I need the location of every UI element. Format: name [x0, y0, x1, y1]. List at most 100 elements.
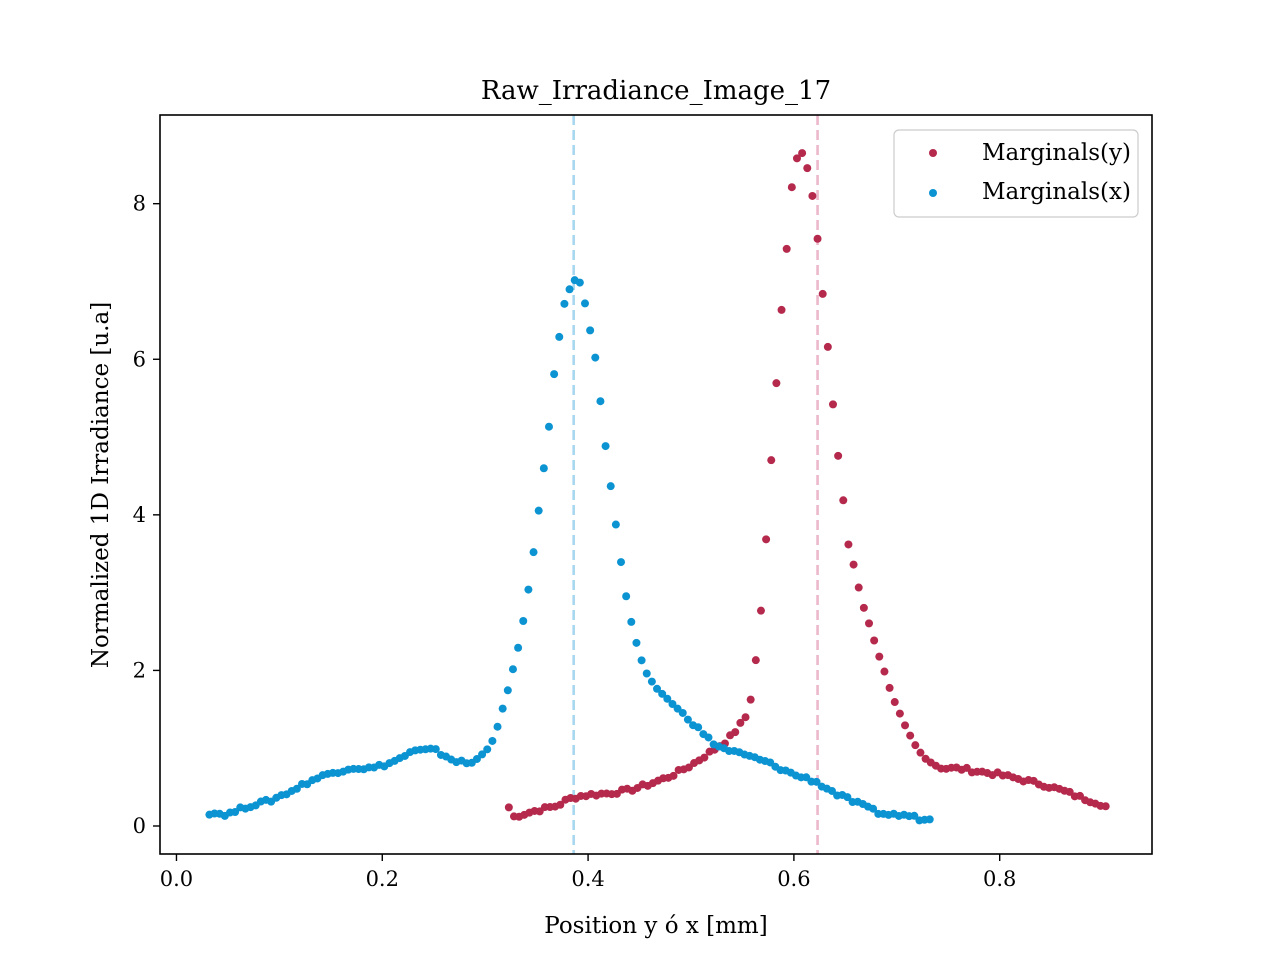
point-marginals-y: [839, 496, 848, 505]
point-marginals-x: [827, 786, 836, 795]
point-marginals-x: [591, 353, 600, 362]
x-tick-label: 0.2: [366, 867, 399, 891]
x-tick-label: 0.0: [160, 867, 193, 891]
point-marginals-x: [683, 715, 692, 724]
point-marginals-y: [792, 154, 801, 163]
point-marginals-x: [910, 811, 919, 820]
point-marginals-y: [787, 183, 796, 192]
point-marginals-x: [658, 689, 667, 698]
point-marginals-y: [746, 695, 755, 704]
point-marginals-y: [782, 244, 791, 253]
point-marginals-x: [632, 638, 641, 647]
point-marginals-x: [524, 585, 533, 594]
point-marginals-x: [653, 684, 662, 693]
point-marginals-x: [663, 694, 672, 703]
point-marginals-x: [555, 332, 564, 341]
point-marginals-y: [741, 713, 750, 722]
x-axis-ticks: 0.0 0.2 0.4 0.6 0.8: [160, 854, 1016, 891]
point-marginals-y: [756, 606, 765, 615]
point-marginals-y: [798, 149, 807, 158]
point-marginals-x: [678, 708, 687, 717]
point-marginals-y: [844, 540, 853, 549]
x-tick-label: 0.8: [983, 867, 1016, 891]
point-marginals-x: [611, 520, 620, 529]
legend-marker-marginals-x: [929, 189, 937, 197]
point-marginals-y: [865, 619, 874, 628]
point-marginals-y: [875, 652, 884, 661]
point-marginals-x: [668, 699, 677, 708]
y-tick-label: 4: [133, 503, 146, 527]
point-marginals-y: [751, 656, 760, 665]
point-marginals-x: [606, 482, 615, 491]
y-tick-label: 2: [133, 658, 146, 682]
point-marginals-x: [539, 464, 548, 473]
point-marginals-x: [642, 669, 651, 678]
y-axis-label: Normalized 1D Irradiance [u.a]: [88, 302, 114, 668]
point-marginals-y: [818, 289, 827, 298]
point-marginals-x: [596, 397, 605, 406]
chart-title: Raw_Irradiance_Image_17: [481, 76, 831, 106]
point-marginals-y: [823, 342, 832, 351]
point-marginals-x: [514, 643, 523, 652]
point-marginals-x: [812, 777, 821, 786]
point-marginals-x: [483, 745, 492, 754]
point-marginals-x: [565, 285, 574, 294]
y-axis-ticks: 0 2 4 6 8: [133, 192, 160, 838]
point-marginals-y: [1101, 802, 1110, 811]
point-marginals-y: [901, 721, 910, 730]
point-marginals-x: [694, 723, 703, 732]
point-marginals-y: [885, 683, 894, 692]
point-marginals-y: [767, 456, 776, 465]
point-marginals-y: [504, 803, 513, 812]
point-marginals-x: [925, 815, 934, 824]
legend-marker-marginals-y: [929, 149, 937, 157]
point-marginals-x: [622, 592, 631, 601]
point-marginals-y: [556, 800, 565, 809]
legend-label-marginals-y: Marginals(y): [982, 140, 1131, 166]
point-marginals-y: [813, 234, 822, 243]
point-marginals-x: [647, 677, 656, 686]
point-marginals-x: [493, 722, 502, 731]
point-marginals-y: [777, 305, 786, 314]
legend-box: [893, 129, 1139, 218]
point-marginals-y: [808, 191, 817, 200]
point-marginals-x: [869, 804, 878, 813]
point-marginals-x: [519, 616, 528, 625]
data-points: [205, 149, 1110, 825]
point-marginals-x: [478, 750, 487, 759]
point-marginals-y: [849, 560, 858, 569]
plot-frame: [159, 114, 1153, 855]
point-marginals-x: [550, 370, 559, 379]
point-marginals-y: [870, 636, 879, 645]
point-marginals-x: [544, 422, 553, 431]
point-marginals-x: [617, 558, 626, 567]
point-marginals-y: [700, 753, 709, 762]
point-marginals-x: [586, 326, 595, 335]
point-marginals-x: [498, 704, 507, 713]
point-marginals-x: [534, 506, 543, 515]
point-marginals-y: [890, 698, 899, 707]
x-tick-label: 0.6: [777, 867, 810, 891]
legend-label-marginals-x: Marginals(x): [982, 179, 1131, 205]
point-marginals-y: [762, 535, 771, 544]
x-axis-label: Position y ó x [mm]: [544, 913, 767, 939]
point-marginals-y: [880, 667, 889, 676]
y-tick-label: 0: [133, 814, 146, 838]
point-marginals-y: [731, 728, 740, 737]
y-tick-label: 6: [133, 347, 146, 371]
point-marginals-x: [704, 733, 713, 742]
point-marginals-y: [859, 603, 868, 612]
point-marginals-y: [828, 400, 837, 409]
point-marginals-x: [472, 754, 481, 763]
point-marginals-y: [736, 718, 745, 727]
point-marginals-y: [916, 748, 925, 757]
point-marginals-x: [292, 784, 301, 793]
point-marginals-y: [906, 731, 915, 740]
point-marginals-y: [854, 583, 863, 592]
point-marginals-x: [529, 548, 538, 557]
point-marginals-x: [560, 299, 569, 308]
point-marginals-y: [669, 771, 678, 780]
point-marginals-y: [895, 709, 904, 718]
point-marginals-x: [503, 686, 512, 695]
